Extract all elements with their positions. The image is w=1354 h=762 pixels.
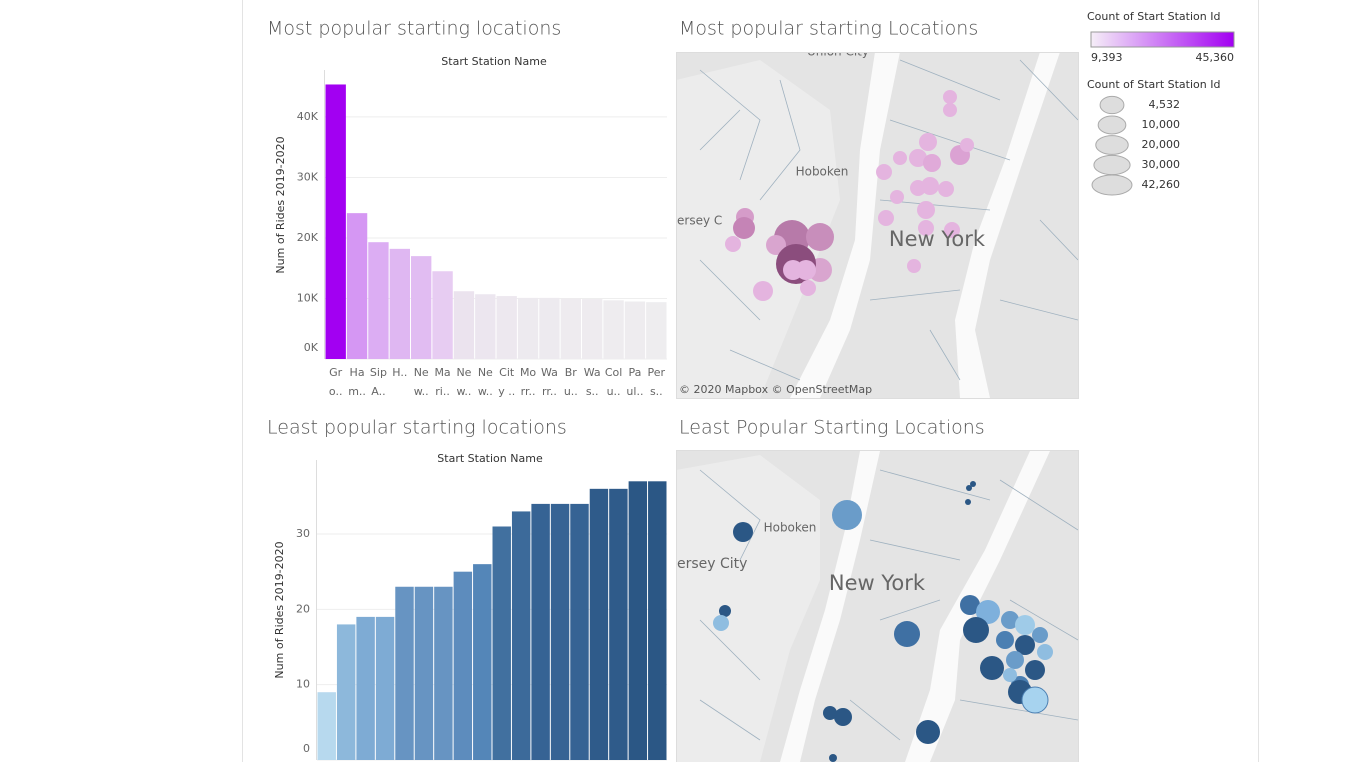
bar (395, 586, 414, 760)
header: Start Station Name (437, 452, 543, 465)
bar (531, 503, 550, 760)
bar (375, 616, 395, 760)
y-tick-label: 40K (297, 110, 319, 123)
color-ramp (1090, 31, 1235, 48)
bar (414, 586, 434, 760)
x-tick-label: Sip A.. (370, 366, 387, 398)
y-tick-label: 30 (296, 527, 310, 540)
bar (539, 297, 560, 359)
map-label: New York (889, 227, 986, 251)
bar (346, 213, 368, 359)
bar (453, 571, 473, 760)
bar (648, 481, 667, 760)
chart-title: Most popular starting locations (267, 18, 561, 40)
bar (473, 564, 492, 760)
bar (511, 511, 531, 760)
size-swatch (1099, 95, 1125, 115)
x-tick-label: Wa s.. (584, 366, 601, 398)
bar (492, 526, 511, 760)
map-label: Hoboken (764, 521, 817, 535)
x-tick-label: Ma ri.. (434, 366, 450, 398)
x-tick-label: Br u.. (564, 366, 578, 398)
size-label: 4,532 (1149, 98, 1181, 111)
y-axis-label: Num of Rides 2019-2020 (273, 541, 286, 678)
bar (368, 242, 389, 359)
bar (389, 248, 410, 359)
bar (589, 488, 609, 760)
map-label: ersey City (677, 556, 747, 572)
header: Start Station Name (441, 55, 547, 68)
bar (550, 503, 570, 760)
bar (609, 488, 628, 760)
bar (453, 291, 475, 359)
size-swatch (1093, 154, 1131, 176)
x-tick-label: Cit y .. (498, 366, 515, 398)
x-tick-label: Pa ul.. (626, 366, 643, 398)
y-tick-label: 0K (304, 341, 319, 354)
y-tick-label: 30K (297, 170, 319, 183)
map-label: ersey C (677, 214, 722, 228)
bar (317, 692, 336, 760)
y-axis-label: Num of Rides 2019-2020 (274, 136, 287, 273)
x-tick-label: Col u.. (605, 366, 622, 398)
size-label: 10,000 (1142, 118, 1181, 131)
bar (646, 302, 667, 359)
y-tick-label: 10K (297, 291, 319, 304)
bar (570, 503, 589, 760)
bar (517, 297, 539, 359)
x-tick-label: Per s.. (648, 366, 666, 398)
legend-min: 9,393 (1091, 51, 1123, 64)
x-tick-label: Ne w.. (414, 366, 429, 398)
attribution: © 2020 Mapbox © OpenStreetMap (679, 383, 872, 396)
x-tick-label: Wa rr.. (541, 366, 558, 398)
bar (624, 301, 646, 359)
x-tick-label: Ne w.. (478, 366, 493, 398)
x-tick-label: H.. (392, 366, 407, 379)
bar (411, 256, 432, 359)
y-tick-label: 20 (296, 602, 310, 615)
legend-title: Count of Start Station Id (1087, 78, 1220, 91)
x-tick-label: Ha m.. (348, 366, 366, 398)
size-swatch (1091, 174, 1133, 196)
bar (336, 624, 356, 760)
bar (356, 616, 375, 760)
map-title: Most popular starting Locations (679, 18, 978, 40)
chart-title: Least popular starting locations (267, 417, 567, 439)
map: Hoboken ersey City New York (676, 451, 1078, 762)
map-frame (676, 52, 1079, 399)
size-swatch (1097, 115, 1127, 135)
bar (496, 296, 517, 359)
x-tick-label: Mo rr.. (520, 366, 536, 398)
map-label: Hoboken (796, 165, 849, 179)
map-frame (676, 450, 1079, 762)
map-label: New York (829, 571, 926, 595)
y-tick-label: 20K (297, 231, 319, 244)
bar (582, 299, 603, 359)
size-label: 20,000 (1142, 138, 1181, 151)
size-swatch (1095, 135, 1129, 155)
bar (475, 294, 496, 359)
map-label: Union City (807, 45, 869, 59)
legend-title: Count of Start Station Id (1087, 10, 1220, 23)
bar (434, 586, 453, 760)
x-tick-label: Gr o.. (329, 366, 343, 398)
map-title: Least Popular Starting Locations (679, 417, 985, 439)
bar (603, 300, 624, 359)
x-tick-label: Ne w.. (456, 366, 471, 398)
bar (560, 298, 581, 359)
y-tick-label: 10 (296, 678, 310, 691)
bar (628, 481, 648, 760)
legend-max: 45,360 (1196, 51, 1235, 64)
bar (432, 271, 453, 359)
size-label: 30,000 (1142, 158, 1181, 171)
map: Union City Hoboken ersey C New York © 20… (676, 45, 1078, 398)
bar (325, 84, 346, 360)
size-label: 42,260 (1142, 178, 1181, 191)
y-tick-label: 0 (303, 742, 310, 755)
